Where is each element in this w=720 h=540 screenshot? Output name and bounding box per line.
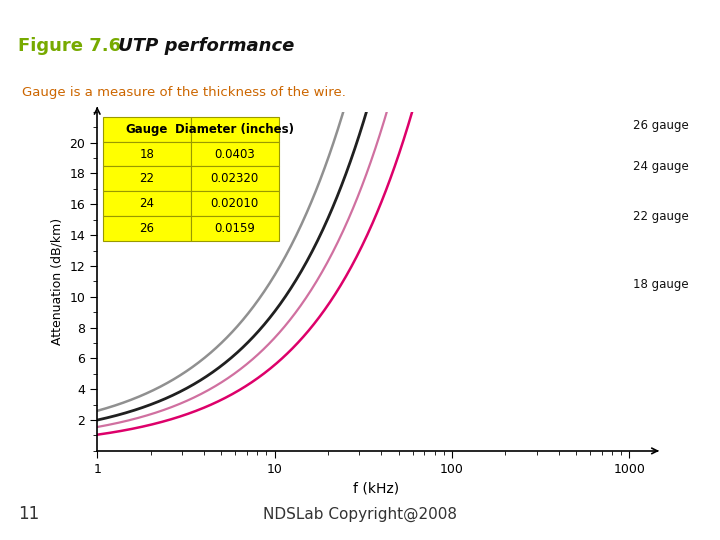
Text: Figure 7.6: Figure 7.6: [18, 37, 121, 55]
Text: 24 gauge: 24 gauge: [633, 159, 688, 173]
Y-axis label: Attenuation (dB/km): Attenuation (dB/km): [51, 218, 64, 345]
X-axis label: f (kHz): f (kHz): [353, 481, 400, 495]
Text: 26 gauge: 26 gauge: [633, 119, 688, 132]
Text: Gauge is a measure of the thickness of the wire.: Gauge is a measure of the thickness of t…: [22, 86, 346, 99]
Text: 11: 11: [18, 505, 40, 523]
Text: NDSLab Copyright@2008: NDSLab Copyright@2008: [263, 507, 457, 522]
Text: 22 gauge: 22 gauge: [633, 211, 688, 224]
Text: 18 gauge: 18 gauge: [633, 278, 688, 291]
Text: UTP performance: UTP performance: [112, 37, 294, 55]
